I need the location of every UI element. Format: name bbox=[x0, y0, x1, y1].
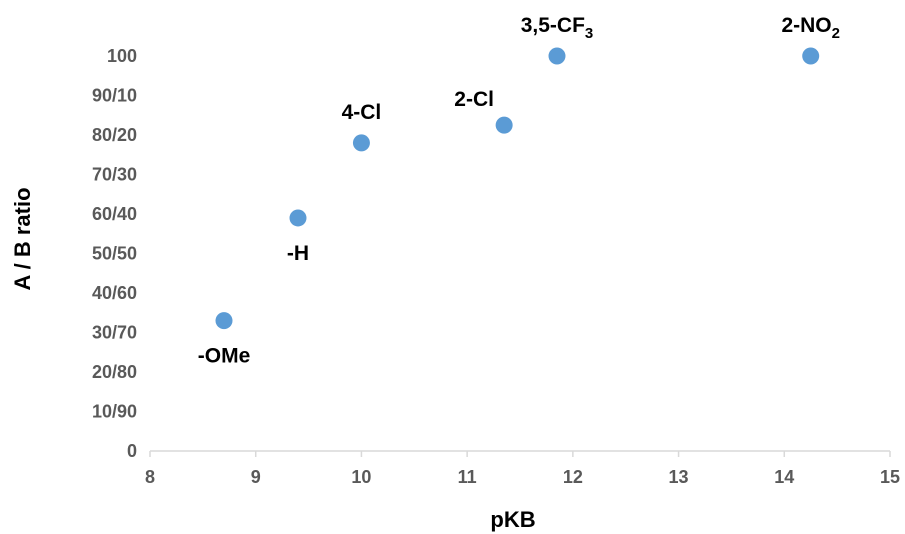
y-tick-label: 0 bbox=[127, 441, 137, 461]
y-axis-ticks: 0 10/90 20/80 30/70 40/60 50/50 60/40 70/30 80/2… bbox=[92, 46, 137, 461]
y-tick-label: 30/70 bbox=[92, 323, 137, 343]
data-point-label: -OMe bbox=[198, 345, 251, 368]
data-point-label: 2-NO2 bbox=[781, 14, 840, 42]
x-tick-label: 13 bbox=[669, 467, 689, 487]
data-point bbox=[548, 47, 566, 65]
y-axis-title: A / B ratio bbox=[10, 187, 35, 290]
x-axis-title: pKB bbox=[490, 507, 535, 532]
data-points bbox=[215, 47, 820, 330]
x-axis-ticks: 8 9 10 11 12 13 14 15 bbox=[145, 451, 900, 487]
y-tick-label: 20/80 bbox=[92, 362, 137, 382]
data-point bbox=[215, 312, 233, 330]
x-tick-label: 11 bbox=[458, 467, 477, 487]
x-tick-label: 8 bbox=[145, 467, 155, 487]
y-tick-label: 50/50 bbox=[92, 244, 137, 264]
y-tick-label: 60/40 bbox=[92, 204, 137, 224]
x-tick-label: 14 bbox=[774, 467, 794, 487]
data-point-label: 3,5-CF3 bbox=[521, 14, 594, 42]
data-point bbox=[495, 116, 513, 134]
x-tick-label: 10 bbox=[351, 467, 371, 487]
data-point bbox=[289, 209, 307, 227]
y-tick-label: 10/90 bbox=[92, 402, 137, 422]
data-point bbox=[352, 134, 370, 152]
x-tick-label: 9 bbox=[251, 467, 261, 487]
y-tick-label: 70/30 bbox=[92, 165, 137, 185]
data-point-label: 2-Cl bbox=[454, 88, 494, 111]
y-tick-label: 100 bbox=[107, 46, 137, 66]
x-tick-label: 12 bbox=[563, 467, 583, 487]
y-tick-label: 90/10 bbox=[92, 86, 137, 106]
y-tick-label: 80/20 bbox=[92, 125, 137, 145]
data-point-label: -H bbox=[287, 242, 309, 265]
x-tick-label: 15 bbox=[880, 467, 900, 487]
data-point-labels: -OMe -H 4-Cl 2-Cl 3,5-CF3 2-NO2 bbox=[198, 14, 840, 368]
data-point-label: 4-Cl bbox=[342, 101, 382, 124]
y-tick-label: 40/60 bbox=[92, 283, 137, 303]
data-point bbox=[802, 47, 820, 65]
